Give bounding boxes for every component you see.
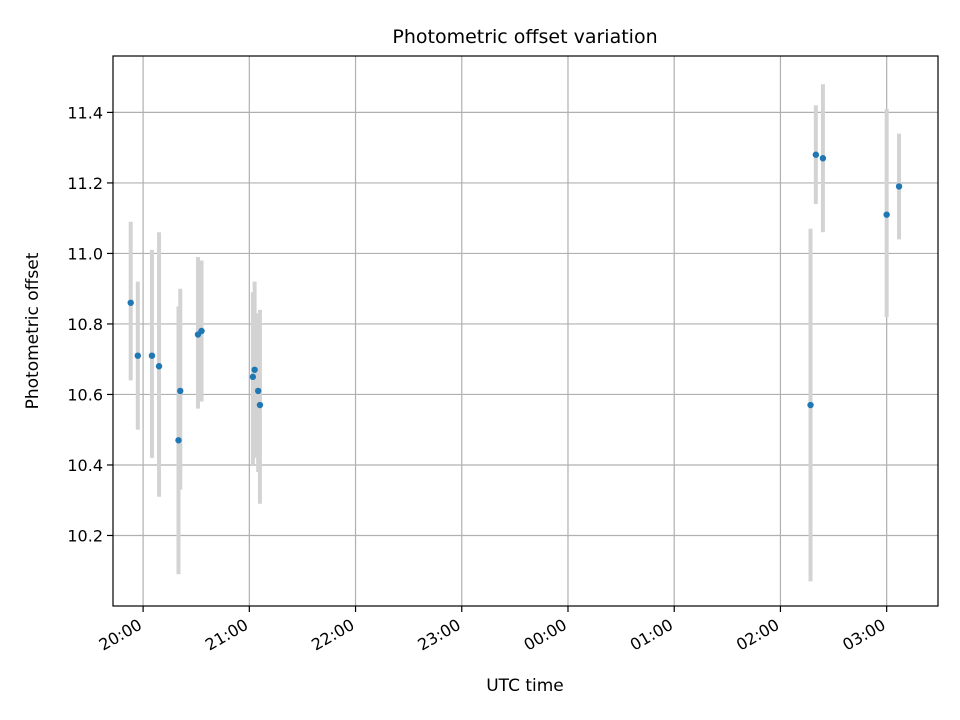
data-point	[134, 352, 141, 359]
y-tick-label: 11.4	[67, 103, 103, 122]
data-point	[819, 155, 827, 162]
data-point	[177, 387, 184, 395]
y-axis-label: Photometric offset	[23, 252, 43, 409]
data-point	[198, 327, 205, 335]
data-point	[807, 401, 814, 409]
plot-frame	[112, 55, 939, 607]
y-tick-label: 10.2	[67, 526, 103, 545]
y-axis-ticks: 10.2 10.4 10.6 10.8 11.0 11.2 11.4	[67, 103, 113, 545]
data-point	[812, 151, 820, 158]
chart-title: Photometric offset variation	[392, 26, 657, 48]
y-tick-label: 11.0	[67, 244, 103, 263]
data-point	[254, 387, 262, 395]
y-tick-label: 10.4	[67, 456, 103, 475]
data-point	[148, 352, 156, 359]
data-points	[127, 151, 903, 444]
y-tick-label: 10.8	[67, 315, 103, 334]
y-tick-label: 11.2	[67, 174, 103, 193]
data-point	[895, 183, 903, 190]
data-point	[155, 363, 163, 370]
x-axis-label: UTC time	[486, 676, 564, 696]
data-point	[249, 373, 257, 381]
data-point	[251, 366, 258, 373]
data-point	[175, 437, 182, 444]
data-point	[883, 211, 890, 218]
y-tick-label: 10.6	[67, 385, 103, 404]
data-point	[256, 401, 264, 409]
data-point	[127, 299, 134, 306]
